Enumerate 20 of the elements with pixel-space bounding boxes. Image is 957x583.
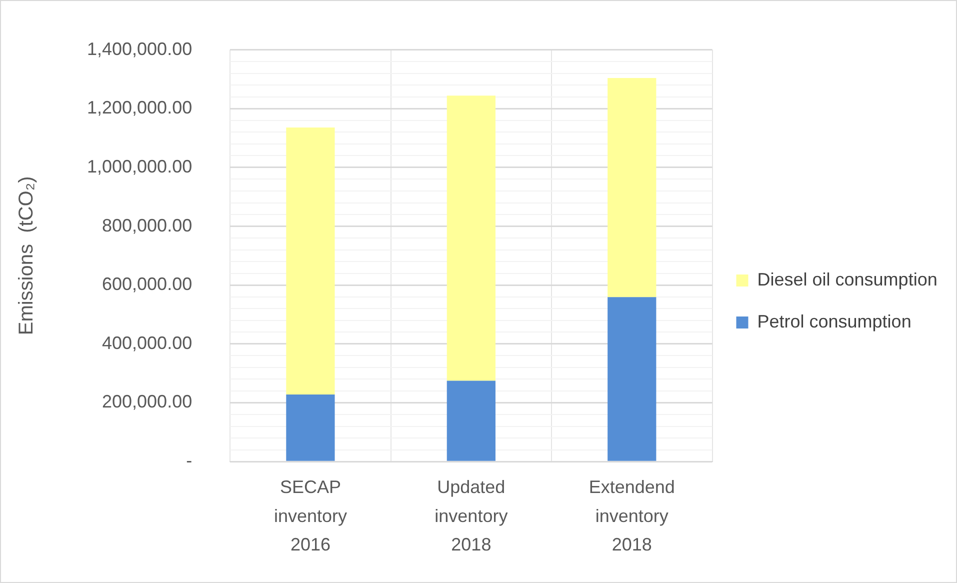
x-tick-label: Updated inventory 2018 xyxy=(434,476,508,555)
bar xyxy=(446,380,496,461)
y-tick-label: - xyxy=(186,450,192,471)
y-tick-label: 1,000,000.00 xyxy=(86,156,192,176)
bar xyxy=(608,297,656,461)
y-tick-label: 1,400,000.00 xyxy=(86,38,192,59)
y-tick-label: 200,000.00 xyxy=(102,392,192,412)
x-tick-label: SECAP inventory 2016 xyxy=(274,476,347,555)
y-tick-label: 1,200,000.00 xyxy=(86,98,192,118)
y-axis-title: Emissions (tCO₂) xyxy=(16,176,38,336)
bar xyxy=(446,96,496,381)
y-tick-label: 600,000.00 xyxy=(102,274,192,294)
bar xyxy=(286,127,335,395)
bar xyxy=(608,78,656,298)
legend-label: Diesel oil consumption xyxy=(757,269,938,290)
y-tick-label: 400,000.00 xyxy=(102,332,192,353)
x-tick-label: Extendend inventory 2018 xyxy=(588,476,675,555)
y-tick-label: 800,000.00 xyxy=(102,215,192,236)
bar xyxy=(286,394,335,461)
legend-label: Petrol consumption xyxy=(757,311,912,332)
